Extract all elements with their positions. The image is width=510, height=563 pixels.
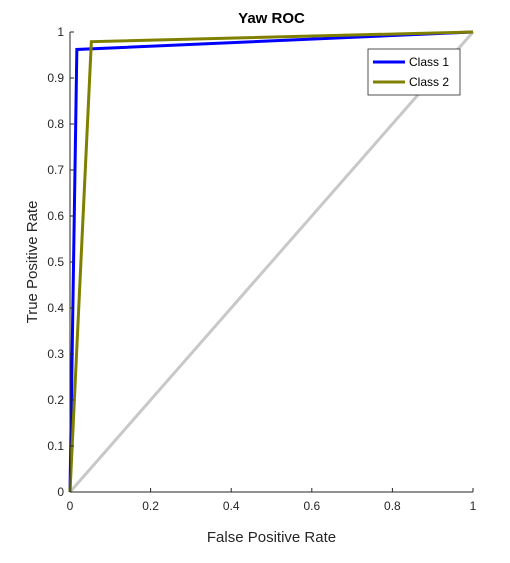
reference-diagonal-line [68,31,475,493]
series-line-class-2 [68,30,474,493]
x-tick-label: 0.2 [142,499,159,513]
chart-title: Yaw ROC [238,10,305,27]
y-tick-label: 0.4 [47,301,64,315]
x-tick-label: 0.8 [384,499,401,513]
legend-label-class-1: Class 1 [409,55,449,69]
y-axis-label: True Positive Rate [24,201,41,324]
y-tick-label: 0.5 [47,255,64,269]
y-tick-label: 0.6 [47,209,64,223]
series-line-class-1 [68,30,474,493]
legend: Class 1 Class 2 [367,48,461,96]
x-tick-label: 0.4 [223,499,240,513]
y-tick-label: 0.8 [47,117,64,131]
y-tick-label: 1 [57,25,64,39]
x-tick-label: 0.6 [303,499,320,513]
y-tick-label: 0.3 [47,347,64,361]
y-tick-label: 0.1 [47,439,64,453]
x-tick-label: 1 [470,499,477,513]
legend-label-class-2: Class 2 [409,75,449,89]
y-tick-label: 0.2 [47,393,64,407]
legend-box [367,48,461,96]
x-axis-label: False Positive Rate [207,529,336,546]
x-tick-label: 0 [67,499,74,513]
y-tick-label: 0.9 [47,71,64,85]
y-tick-label: 0 [57,485,64,499]
y-tick-label: 0.7 [47,163,64,177]
